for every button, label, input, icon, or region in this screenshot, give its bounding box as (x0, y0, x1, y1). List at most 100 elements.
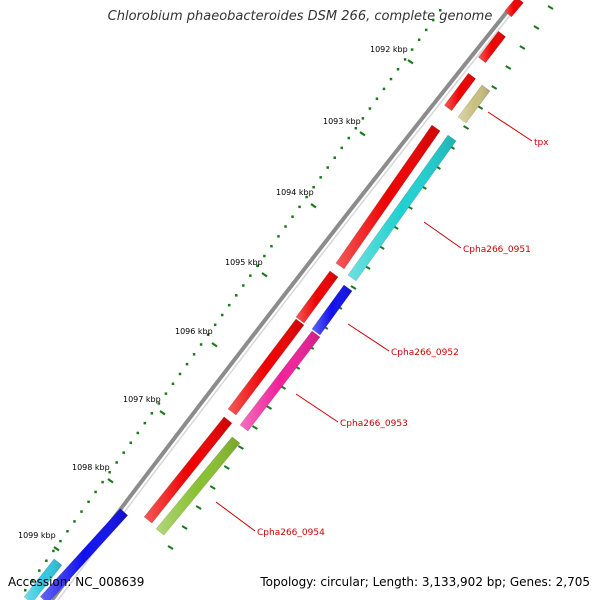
tick-label: 1096 kbp (175, 327, 213, 336)
ruler-dot (199, 343, 203, 346)
outer-tick (209, 485, 216, 490)
outer-tick (223, 465, 230, 470)
gene-label[interactable]: Cpha266_0951 (463, 245, 531, 255)
tick-mark (261, 272, 268, 278)
ruler-dot (347, 136, 351, 140)
ruler-dot (66, 530, 69, 533)
ruler-dot (213, 323, 217, 327)
outer-tick (547, 5, 554, 10)
feature-cyan-inner-shade (24, 558, 62, 600)
tick-label: 1094 kbp (276, 188, 314, 197)
tick-mark (407, 59, 414, 65)
ruler-dot (270, 244, 273, 248)
ruler-dot (235, 294, 238, 297)
ruler-dot (439, 9, 442, 12)
genome-backbone (50, 6, 512, 600)
tick-mark (159, 410, 166, 416)
ruler-dot (319, 176, 322, 179)
outer-tick (519, 45, 526, 50)
ruler-dot (150, 412, 154, 415)
ruler-dot (333, 156, 336, 159)
gene-label-leader (295, 393, 339, 423)
ruler-dot (368, 107, 372, 110)
tick-label: 1095 kbp (225, 258, 263, 267)
tick-label: 1093 kbp (323, 117, 361, 126)
ruler-dot (424, 28, 428, 32)
ruler-dot (227, 303, 231, 307)
feature-blue-inner-shade (40, 508, 128, 600)
ruler-dot (94, 490, 97, 494)
ruler-dot (263, 254, 266, 258)
tick-mark (359, 131, 366, 137)
ruler-dot (326, 166, 329, 169)
ruler-dot (220, 313, 224, 317)
ruler-dot (171, 382, 175, 386)
ruler-dot (312, 185, 315, 189)
ruler-dot (59, 539, 62, 543)
ruler-dot (291, 215, 294, 218)
gene-label-leader (347, 323, 390, 352)
feature-cpha266-0954-shade (156, 436, 240, 536)
ruler-dot (24, 589, 27, 592)
tick-label: 1098 kbp (72, 463, 110, 472)
ruler-dot (185, 362, 189, 366)
outer-tick (195, 505, 202, 510)
feature-red-top-shade (504, 0, 524, 17)
ruler-dot (340, 146, 344, 150)
ruler-dot (122, 451, 125, 454)
feature-tpx-shade (458, 85, 490, 123)
tick-mark (53, 546, 60, 552)
accession-text: Accession: NC_008639 (8, 575, 145, 589)
feature-red-long-1-shade (335, 125, 441, 269)
ruler-dot (115, 461, 118, 464)
ruler-dot (73, 520, 76, 523)
outer-tick (167, 545, 174, 550)
feature-red-long-2-shade (228, 318, 304, 416)
tick-mark (107, 478, 114, 484)
outer-tick (477, 105, 484, 110)
outer-tick (237, 445, 244, 450)
ruler-dot (206, 333, 210, 336)
ruler-dot (157, 402, 161, 405)
ruler-dot (396, 67, 400, 71)
ruler-dot (410, 48, 414, 51)
gene-label[interactable]: Cpha266_0952 (391, 348, 459, 358)
tick-label: 1099 kbp (18, 531, 56, 540)
ruler-dot (164, 392, 168, 395)
ruler-dot (305, 195, 308, 199)
ruler-dot (249, 274, 252, 277)
ruler-dot (178, 372, 182, 376)
ruler-dot (108, 471, 111, 474)
ruler-dot (101, 480, 104, 484)
ruler-dot (31, 579, 34, 582)
ruler-dot (403, 58, 407, 61)
outer-tick (251, 425, 258, 430)
gene-label-leader (487, 111, 533, 142)
ruler-dot (242, 284, 245, 287)
ruler-dot (38, 569, 41, 572)
gene-label[interactable]: tpx (534, 138, 549, 148)
ruler-dot (256, 264, 259, 268)
tick-mark (310, 203, 317, 209)
feature-red-long-3-shade (144, 416, 232, 524)
gene-label-leader (423, 221, 462, 249)
genome-summary: Topology: circular; Length: 3,133,902 bp… (260, 575, 590, 589)
gene-label[interactable]: Cpha266_0954 (257, 528, 325, 538)
outer-tick (181, 525, 188, 530)
outer-tick (350, 285, 357, 290)
ruler-dot (354, 126, 358, 130)
ruler-dot (143, 421, 147, 425)
ruler-dot (298, 205, 301, 209)
genome-backbone-inner (57, 7, 517, 600)
outer-tick (463, 125, 470, 130)
ruler-dot (417, 38, 421, 41)
gene-label[interactable]: Cpha266_0953 (340, 419, 408, 429)
ruler-dot (192, 353, 196, 356)
ruler-dot (431, 18, 435, 22)
feature-cpha266-0951-shade (347, 135, 457, 281)
tick-mark (211, 342, 218, 348)
ruler-dot (45, 559, 48, 563)
feature-red-2-shade (478, 31, 506, 63)
tick-label: 1092 kbp (370, 45, 408, 54)
